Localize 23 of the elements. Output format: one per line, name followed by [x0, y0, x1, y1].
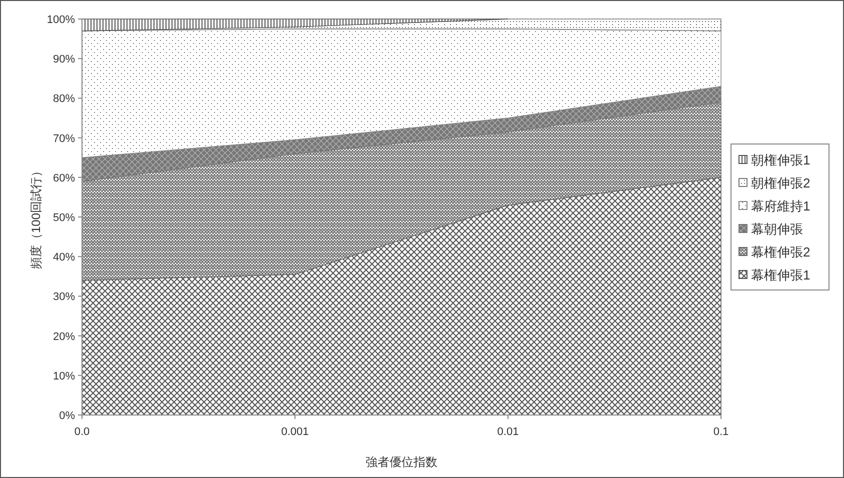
y-tick-label: 90%	[52, 54, 76, 66]
y-tick-label: 100%	[46, 14, 76, 26]
y-tick-label: 10%	[52, 370, 76, 382]
y-tick-label: 40%	[52, 252, 76, 264]
legend-label: 幕朝伸張	[751, 222, 803, 236]
y-axis-title: 頻度（100回試行）	[29, 164, 43, 270]
x-tick-label: 0.001	[281, 426, 309, 438]
legend-label: 幕権伸張2	[751, 244, 810, 260]
x-tick-label: 0.01	[497, 426, 519, 438]
legend-label: 朝権伸張2	[751, 176, 810, 190]
x-axis-title: 強者優位指数	[366, 455, 438, 469]
y-tick-label: 30%	[52, 291, 76, 304]
y-tick-label: 70%	[52, 132, 76, 145]
y-tick-label: 0%	[59, 410, 76, 422]
y-tick-label: 20%	[52, 330, 76, 343]
y-tick-label: 80%	[52, 93, 76, 106]
x-tick-label: 0.1	[713, 426, 729, 438]
legend-label: 幕権伸張1	[751, 268, 810, 282]
y-tick-label: 50%	[52, 212, 76, 224]
x-tick-label: 0.0	[74, 426, 90, 438]
legend-label: 幕府維持1	[751, 198, 810, 214]
legend-label: 朝権伸張1	[751, 152, 810, 168]
y-tick-label: 60%	[52, 172, 76, 184]
